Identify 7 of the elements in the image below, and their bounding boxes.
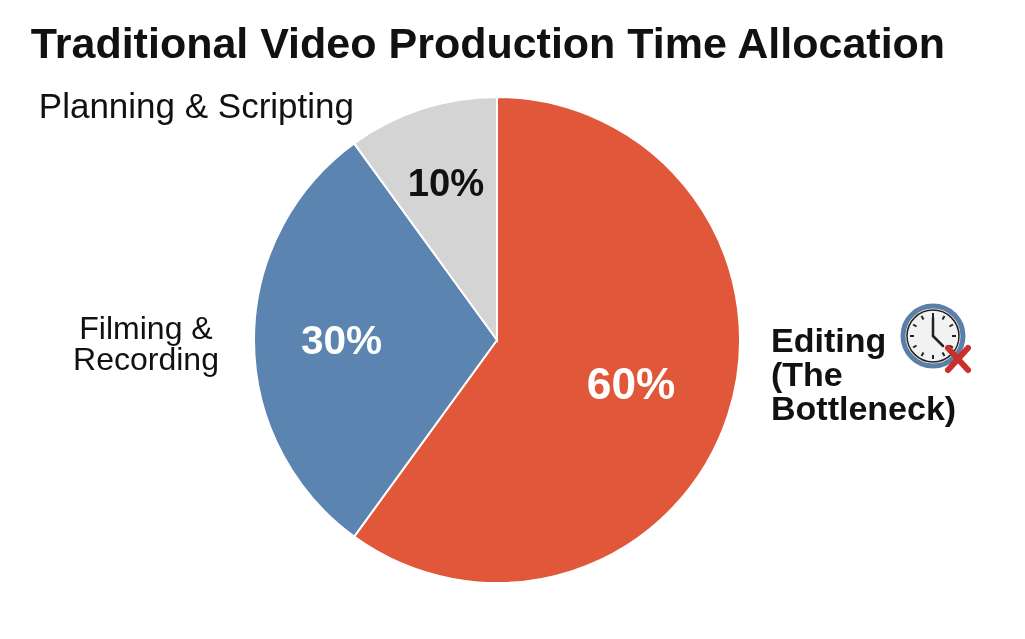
data-label: 10%: [407, 161, 485, 205]
data-label: 30%: [300, 317, 383, 364]
data-label: 60%: [586, 359, 676, 409]
slice-label: Editing (The Bottleneck): [771, 321, 957, 427]
slice-label: Planning & Scripting: [38, 86, 354, 125]
slice-label: Filming & Recording: [73, 310, 219, 377]
chart-title: Traditional Video Production Time Allocation: [30, 19, 946, 67]
